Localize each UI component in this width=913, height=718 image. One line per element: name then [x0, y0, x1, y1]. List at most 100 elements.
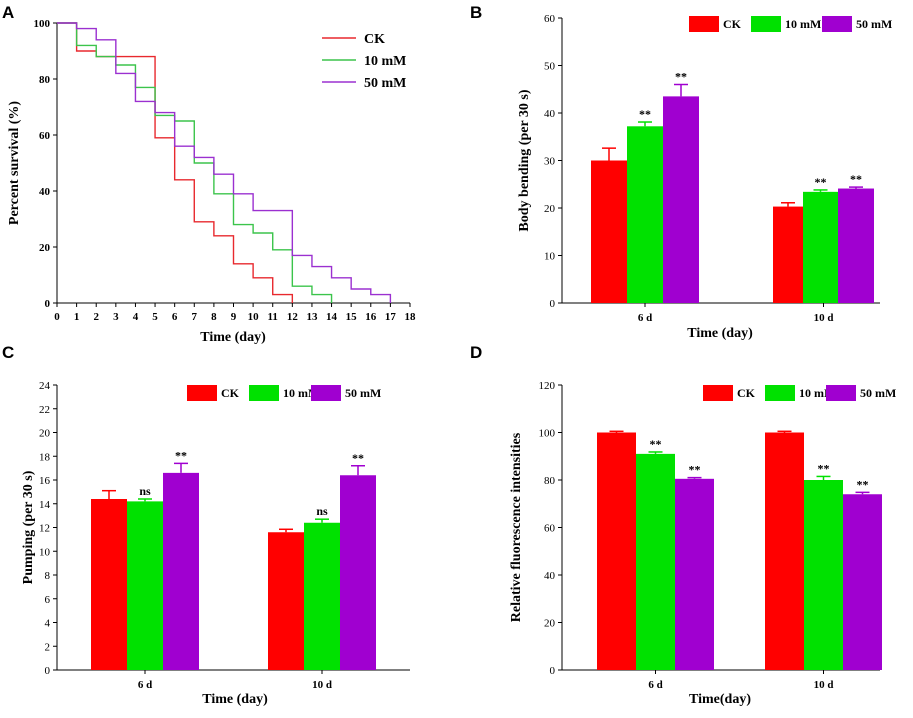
significance-label: ** — [850, 172, 862, 186]
y-tick-label: 20 — [39, 428, 51, 440]
significance-label: ** — [815, 175, 827, 189]
y-tick-label: 4 — [45, 618, 51, 630]
bar-50-mm-6d — [675, 478, 714, 670]
significance-label: ** — [689, 463, 701, 477]
x-tick-label: 6 d — [648, 679, 662, 691]
bar-ck-10d — [268, 532, 304, 670]
x-axis-title: Time(day) — [689, 692, 751, 707]
y-tick-label: 40 — [544, 108, 556, 120]
x-tick-label: 17 — [385, 311, 397, 323]
legend-label: CK — [723, 17, 742, 31]
y-tick-label: 22 — [39, 404, 50, 416]
significance-label: ns — [316, 504, 328, 518]
y-tick-label: 12 — [39, 523, 50, 535]
x-axis-title: Time (day) — [200, 330, 266, 345]
bar-ck-6d — [597, 432, 636, 670]
x-tick-label: 16 — [365, 311, 377, 323]
y-tick-label: 8 — [45, 570, 51, 582]
y-axis-title: Body bending (per 30 s) — [517, 89, 532, 231]
significance-label: ** — [175, 448, 187, 462]
y-tick-label: 30 — [544, 156, 556, 168]
survival-curve-50-mm — [57, 22, 392, 303]
y-tick-label: 20 — [544, 618, 556, 630]
significance-label: ** — [650, 437, 662, 451]
y-tick-label: 100 — [34, 18, 51, 30]
legend-swatch — [249, 385, 279, 401]
x-tick-label: 8 — [211, 311, 217, 323]
y-tick-label: 10 — [39, 546, 51, 558]
legend-label: 10 mM — [364, 54, 406, 69]
panel-letter: B — [470, 3, 482, 22]
legend-label: CK — [364, 32, 385, 47]
legend-label: CK — [737, 386, 756, 400]
legend-label: 10 mM — [785, 17, 821, 31]
bar-ck-10d — [773, 206, 803, 303]
x-tick-label: 15 — [346, 311, 358, 323]
significance-label: ns — [139, 484, 151, 498]
y-tick-label: 0 — [45, 298, 51, 310]
y-tick-label: 60 — [544, 13, 556, 25]
legend-swatch — [765, 385, 795, 401]
bar-50-mm-6d — [663, 96, 699, 303]
y-tick-label: 0 — [45, 665, 51, 677]
x-tick-label: 9 — [231, 311, 237, 323]
bar-10-mm-10d — [304, 522, 340, 670]
y-tick-label: 6 — [45, 594, 51, 606]
significance-label: ** — [675, 70, 687, 84]
y-tick-label: 20 — [544, 203, 556, 215]
y-tick-label: 14 — [39, 499, 51, 511]
y-tick-label: 16 — [39, 475, 51, 487]
y-tick-label: 18 — [39, 451, 51, 463]
panel-b: B 0 10 20 30 40 50 60 Body bending (per 30 s) ** *… — [470, 3, 892, 341]
bar-ck-10d — [765, 432, 804, 670]
x-tick-label: 10 d — [814, 679, 834, 691]
y-axis-title: Percent survival (%) — [7, 101, 22, 225]
x-tick-label: 10 — [248, 311, 260, 323]
x-tick-label: 0 — [54, 311, 60, 323]
significance-label: ** — [818, 461, 830, 475]
x-tick-label: 14 — [326, 311, 338, 323]
legend-label: 50 mM — [856, 17, 892, 31]
y-axis-title: Relative fluorescence intensities — [509, 432, 524, 622]
significance-label: ** — [857, 477, 869, 491]
y-tick-label: 100 — [539, 428, 556, 440]
legend-swatch — [311, 385, 341, 401]
survival-curve-ck — [57, 22, 294, 303]
survival-curve-10-mm — [57, 22, 333, 303]
y-tick-label: 80 — [39, 74, 51, 86]
x-tick-label: 5 — [152, 311, 158, 323]
y-tick-label: 40 — [39, 186, 51, 198]
x-tick-label: 18 — [405, 311, 417, 323]
x-axis-title: Time (day) — [687, 326, 753, 341]
y-tick-label: 0 — [550, 665, 556, 677]
legend-label: 50 mM — [364, 76, 406, 91]
x-tick-label: 7 — [192, 311, 198, 323]
legend-label: 10 mM — [283, 386, 319, 400]
legend-swatch — [187, 385, 217, 401]
bar-10-mm-10d — [804, 480, 843, 670]
legend-swatch — [703, 385, 733, 401]
legend-label: CK — [221, 386, 240, 400]
panel-d: D 0 20 40 60 80 100 120 Relative fluorescence in… — [470, 343, 896, 707]
bar-50-mm-6d — [163, 472, 199, 670]
legend-swatch — [689, 16, 719, 32]
y-tick-label: 20 — [39, 242, 51, 254]
y-tick-label: 10 — [544, 251, 556, 263]
legend-swatch — [751, 16, 781, 32]
bar-50-mm-10d — [843, 494, 882, 670]
x-tick-label: 10 d — [814, 312, 834, 324]
bar-10-mm-6d — [627, 126, 663, 303]
y-tick-label: 24 — [39, 380, 51, 392]
y-axis-title: Pumping (per 30 s) — [21, 470, 36, 584]
y-tick-label: 2 — [45, 641, 51, 653]
legend-label: 50 mM — [860, 386, 896, 400]
bar-10-mm-6d — [636, 453, 675, 670]
x-tick-label: 1 — [74, 311, 80, 323]
x-tick-label: 3 — [113, 311, 119, 323]
x-axis-title: Time (day) — [202, 692, 268, 707]
y-tick-label: 50 — [544, 61, 556, 73]
bar-50-mm-10d — [340, 475, 376, 670]
panel-letter: D — [470, 343, 482, 362]
